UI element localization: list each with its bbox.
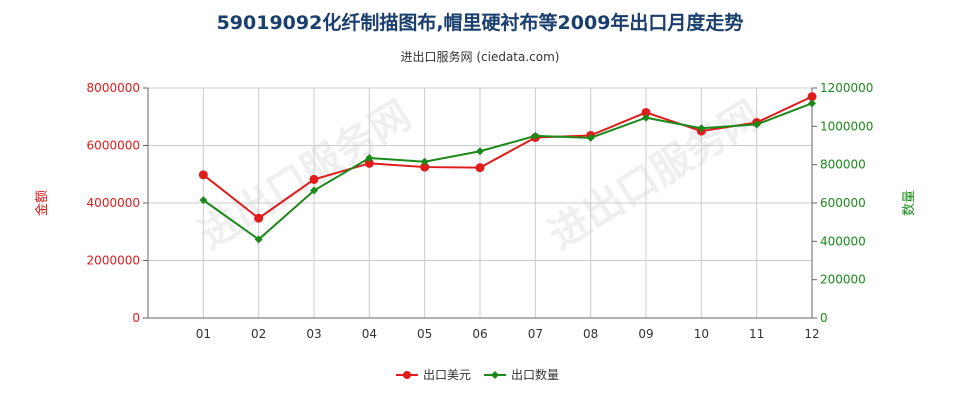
- right-tick-label: 800000: [820, 158, 866, 172]
- quantity-data-point: [808, 99, 816, 108]
- x-tick-label: 03: [306, 327, 321, 341]
- x-tick-label: 12: [804, 327, 819, 341]
- x-tick-label: 01: [196, 327, 211, 341]
- quantity-data-point: [642, 113, 650, 122]
- amount-data-point: [641, 107, 651, 117]
- amount-data-point: [254, 213, 264, 223]
- quantity-data-point: [365, 153, 374, 162]
- amount-series-line: [202, 95, 813, 220]
- left-axis-title: 金额: [34, 190, 50, 216]
- legend-item-amount-label: 出口美元: [423, 368, 471, 382]
- x-tick-label: 08: [583, 327, 598, 341]
- amount-data-point: [475, 163, 485, 173]
- series-layer: [198, 92, 817, 244]
- watermark-text: 进出口服务网: [540, 91, 768, 258]
- legend-item-amount-marker: [403, 371, 411, 379]
- quantity-data-point: [476, 147, 484, 156]
- left-tick-label: 2000000: [87, 254, 140, 268]
- right-tick-label: 1000000: [820, 119, 873, 133]
- x-tick-label: 06: [472, 327, 487, 341]
- quantity-data-point: [254, 235, 263, 244]
- chart-subtitle: 进出口服务网 (ciedata.com): [400, 50, 560, 64]
- quantity-data-point: [697, 124, 706, 133]
- quantity-data-point: [531, 131, 540, 140]
- amount-data-point: [364, 158, 374, 168]
- legend-item-quantity-label: 出口数量: [511, 367, 559, 382]
- left-tick-label: 8000000: [87, 81, 140, 95]
- right-tick-label: 200000: [820, 273, 866, 287]
- x-tick-label: 09: [638, 327, 653, 341]
- x-tick-label: 02: [251, 327, 266, 341]
- quantity-data-point: [586, 133, 595, 142]
- x-tick-label: 11: [749, 327, 764, 341]
- left-tick-label: 6000000: [87, 139, 140, 153]
- x-tick-label: 10: [694, 327, 709, 341]
- quantity-data-point: [420, 157, 429, 166]
- right-tick-label: 400000: [820, 234, 866, 248]
- quantity-data-point: [752, 120, 761, 129]
- x-tick-label: 05: [417, 327, 432, 341]
- quantity-data-point: [199, 196, 208, 205]
- amount-data-point: [309, 174, 319, 184]
- right-tick-label: 0: [820, 311, 828, 325]
- quantity-data-point: [310, 186, 318, 195]
- chart-title: 59019092化纤制描图布,帽里硬衬布等2009年出口月度走势: [216, 12, 744, 34]
- left-tick-label: 4000000: [87, 196, 140, 210]
- right-tick-label: 1200000: [820, 81, 873, 95]
- right-axis-title: 数量: [902, 190, 917, 216]
- legend: 出口美元 出口数量: [396, 367, 559, 382]
- amount-data-point: [198, 170, 208, 180]
- x-tick-label: 04: [362, 327, 377, 341]
- quantity-series-line: [202, 102, 813, 241]
- tick-labels: 0 2000000 4000000 6000000 8000000 0 200000 4000…: [34, 81, 917, 341]
- amount-data-point: [420, 162, 430, 172]
- x-tick-label: 07: [528, 327, 543, 341]
- left-tick-label: 0: [132, 311, 140, 325]
- amount-data-point: [807, 92, 817, 102]
- legend-item-quantity-marker: [491, 371, 499, 379]
- watermark-text: 进出口服务网: [190, 91, 418, 258]
- right-tick-label: 600000: [820, 196, 866, 210]
